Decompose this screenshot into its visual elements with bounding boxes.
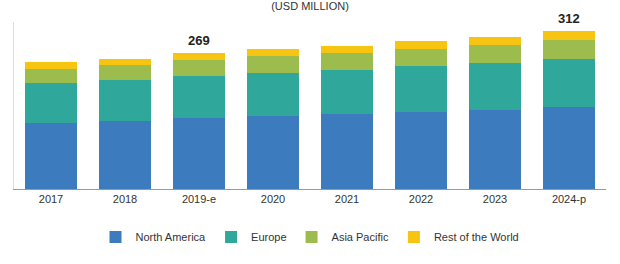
svg-text:2017: 2017 — [39, 193, 63, 205]
svg-text:2024-p: 2024-p — [552, 193, 586, 205]
svg-text:Rest of the World: Rest of the World — [434, 231, 519, 243]
svg-text:Asia Pacific: Asia Pacific — [332, 231, 389, 243]
svg-text:2021: 2021 — [335, 193, 359, 205]
svg-text:2022: 2022 — [409, 193, 433, 205]
svg-text:312: 312 — [558, 11, 580, 26]
svg-text:2020: 2020 — [261, 193, 285, 205]
svg-text:2023: 2023 — [483, 193, 507, 205]
svg-text:Europe: Europe — [251, 231, 286, 243]
svg-text:2019-e: 2019-e — [182, 193, 216, 205]
svg-text:(USD MILLION): (USD MILLION) — [271, 0, 349, 12]
svg-text:269: 269 — [188, 33, 210, 48]
svg-text:North America: North America — [136, 231, 207, 243]
svg-text:2018: 2018 — [113, 193, 137, 205]
